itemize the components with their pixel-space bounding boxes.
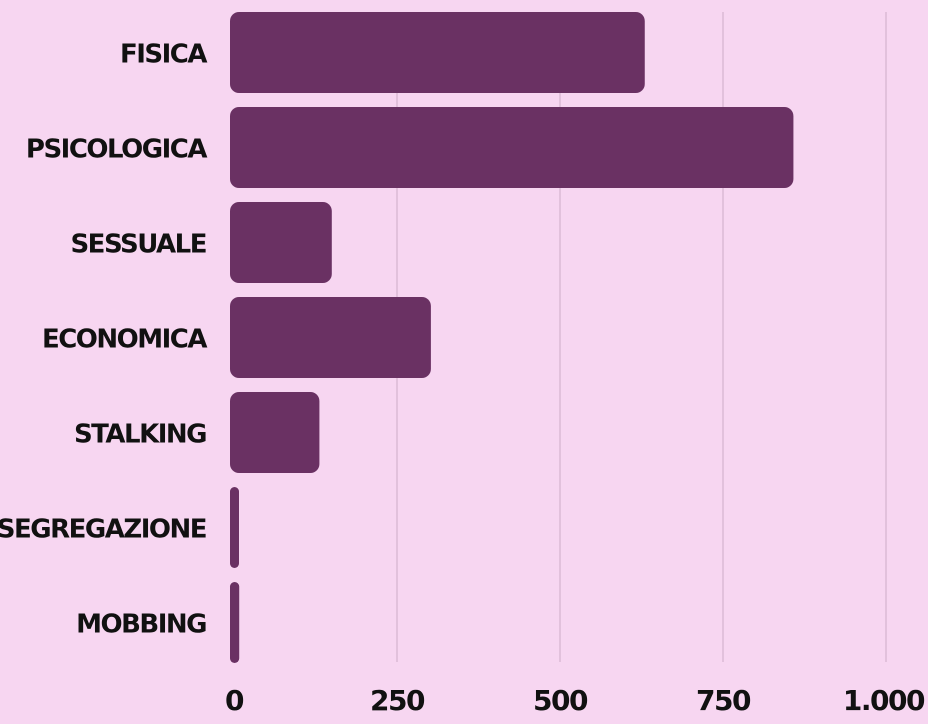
x-axis-tick-labels: 0 250 500 750 1.000: [225, 684, 926, 717]
category-label-economica: ECONOMICA: [42, 325, 207, 355]
bar-segregazione: [230, 487, 239, 568]
bar-sessuale: [230, 202, 332, 283]
bars: [230, 12, 794, 663]
bar-economica: [230, 297, 431, 378]
bar-mobbing: [230, 582, 240, 663]
x-tick-label-1000: 1.000: [843, 684, 925, 717]
category-labels: FISICA PSICOLOGICA SESSUALE ECONOMICA STALKI…: [0, 40, 209, 640]
category-label-mobbing: MOBBING: [76, 610, 206, 640]
x-tick-label-0: 0: [225, 684, 244, 717]
category-label-fisica: FISICA: [120, 40, 207, 70]
bar-stalking: [230, 392, 320, 473]
x-tick-label-250: 250: [370, 684, 425, 717]
x-tick-label-750: 750: [696, 684, 751, 717]
x-tick-label-500: 500: [533, 684, 588, 717]
category-label-psicologica: PSICOLOGICA: [26, 135, 207, 165]
category-label-segregazione: SEGREGAZIONE: [0, 515, 206, 545]
category-label-stalking: STALKING: [74, 420, 206, 450]
bar-psicologica: [230, 107, 794, 188]
category-label-sessuale: SESSUALE: [70, 230, 206, 260]
bar-fisica: [230, 12, 645, 93]
